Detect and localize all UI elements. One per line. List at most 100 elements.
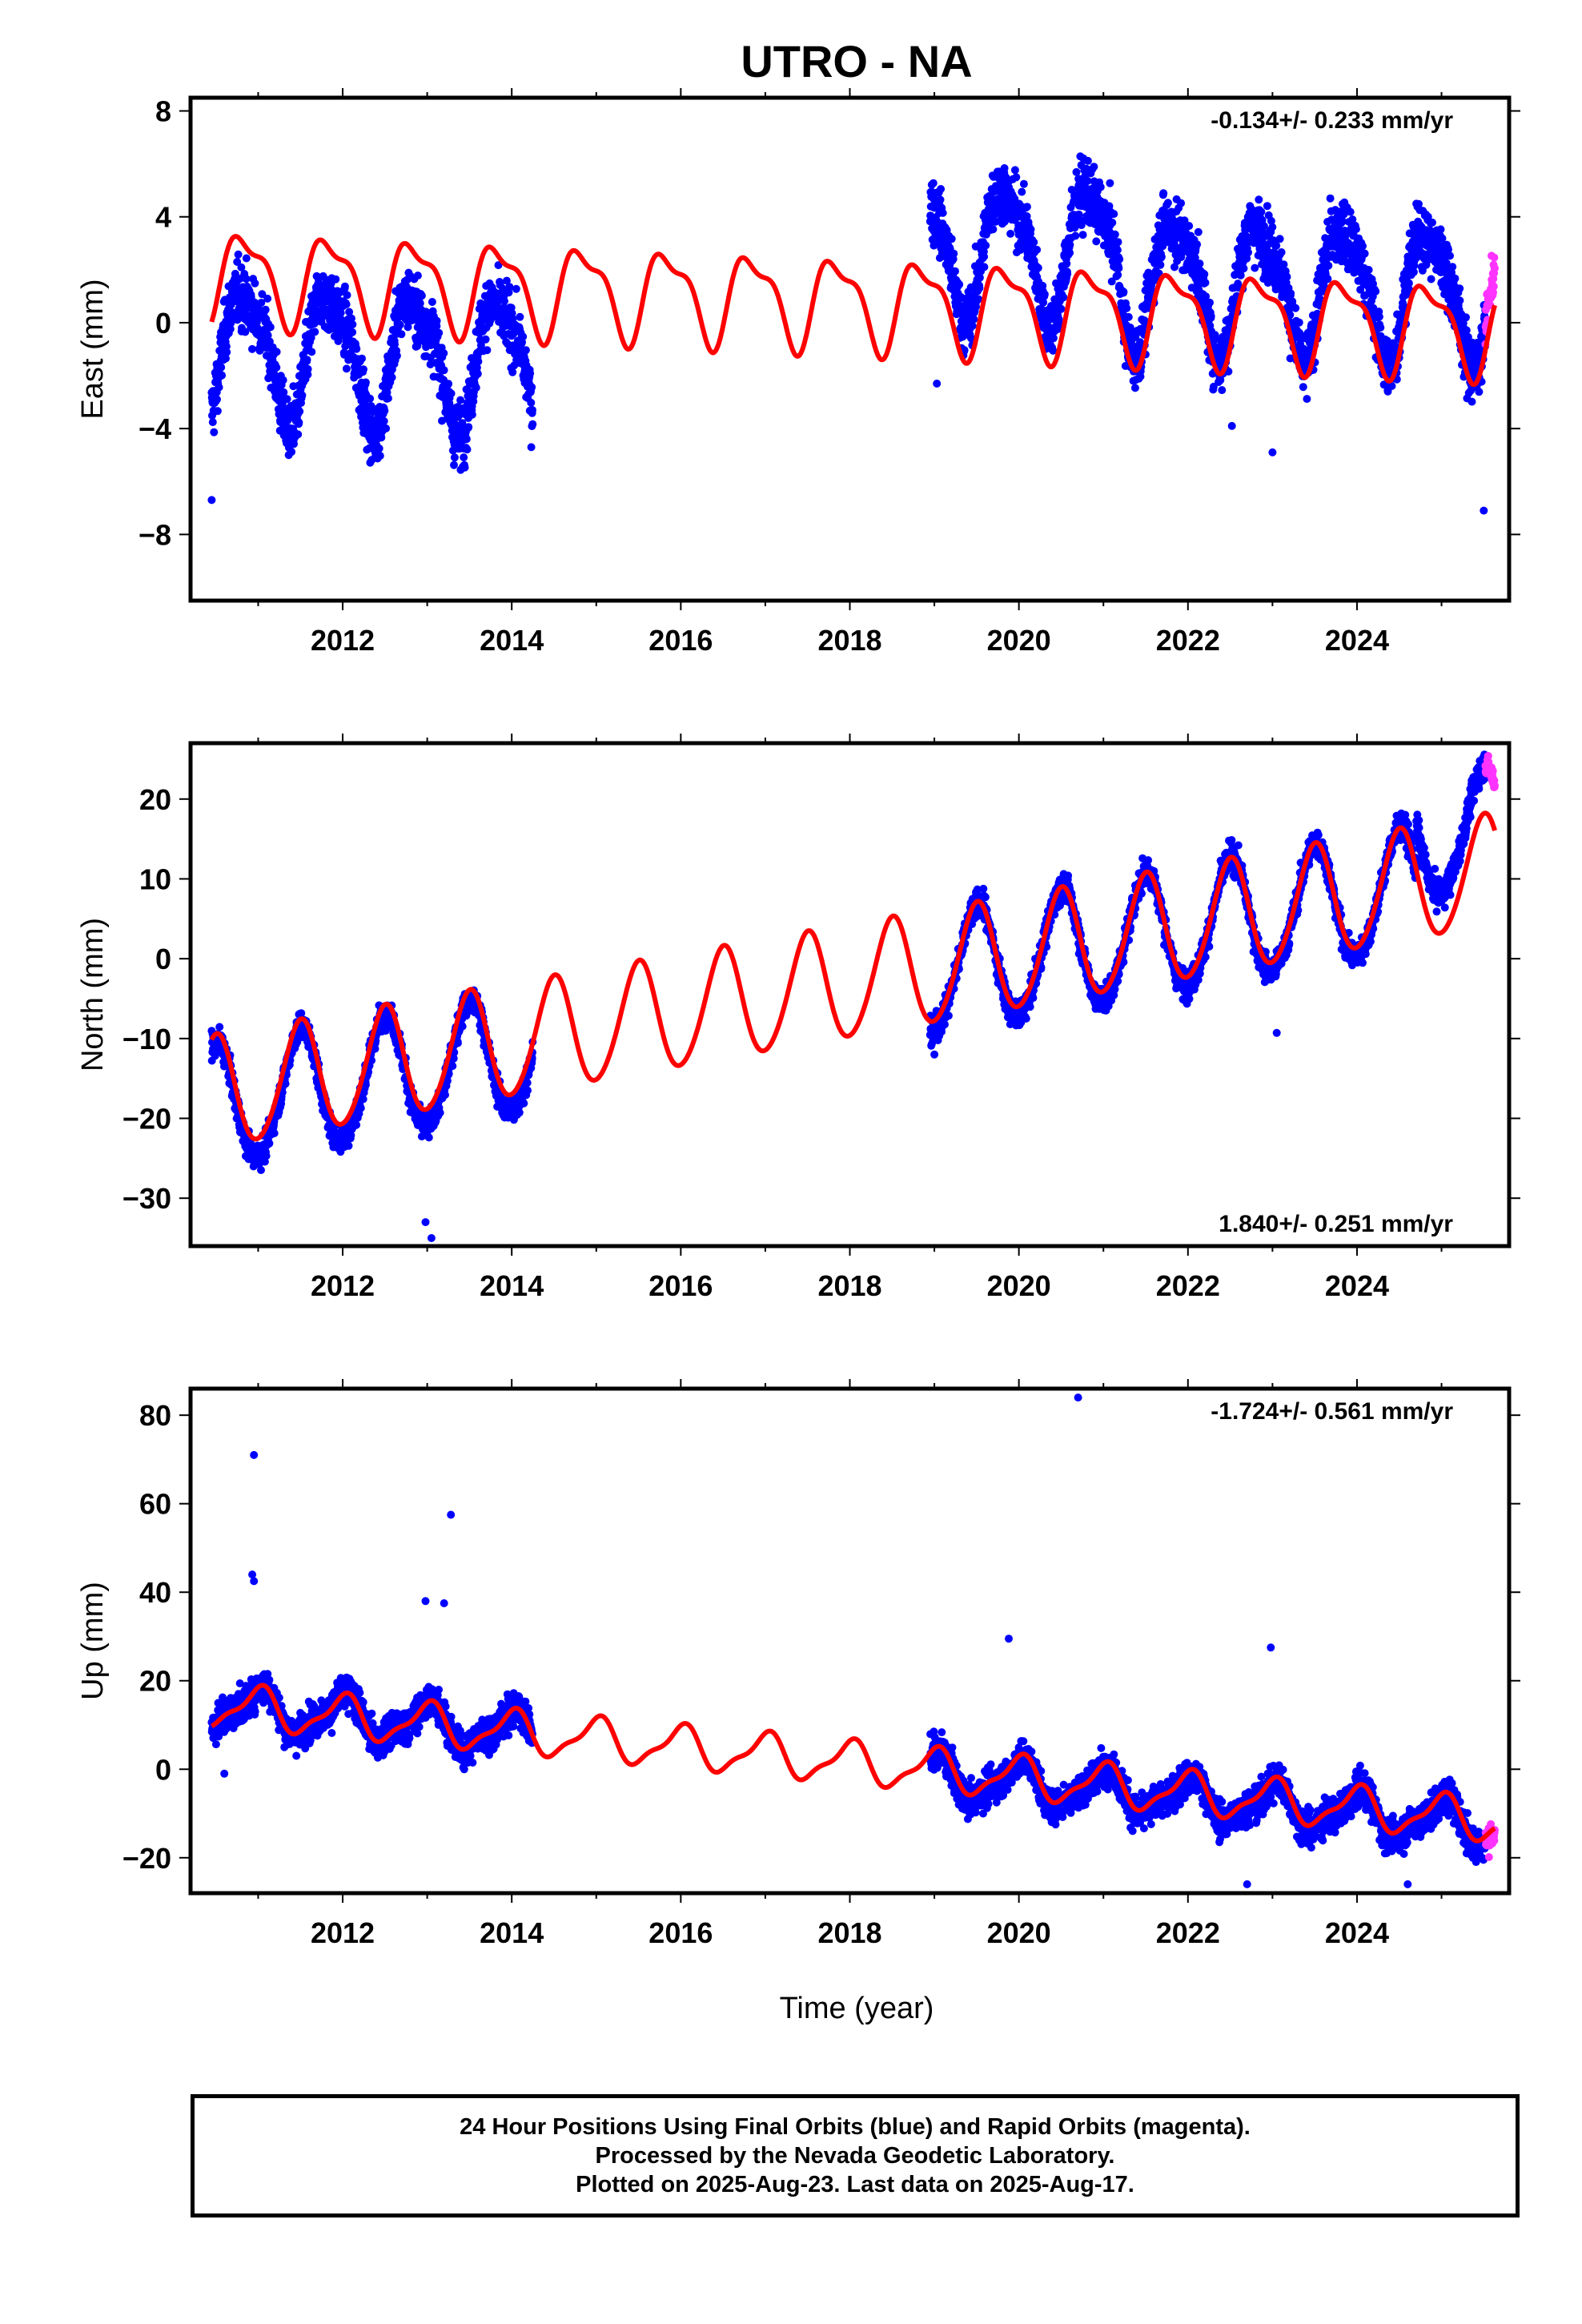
data-point <box>342 364 351 373</box>
data-point <box>1438 234 1447 243</box>
data-point <box>441 1091 449 1100</box>
data-point <box>950 249 958 258</box>
data-point <box>279 388 288 396</box>
data-point <box>342 300 351 308</box>
data-point <box>1291 304 1300 312</box>
data-point <box>242 275 251 283</box>
data-point <box>263 331 272 340</box>
data-point <box>464 423 473 432</box>
data-point <box>453 1039 462 1047</box>
data-point <box>1464 332 1472 341</box>
data-point <box>345 308 354 316</box>
data-point <box>222 354 230 363</box>
data-point <box>449 1054 458 1063</box>
data-point <box>1163 199 1172 207</box>
data-point <box>1113 246 1122 255</box>
data-point <box>1218 386 1227 395</box>
data-point <box>1033 245 1042 254</box>
data-point <box>1114 263 1123 272</box>
data-point <box>391 340 399 348</box>
data-point <box>974 295 983 304</box>
model-fit-line-east <box>209 234 1497 388</box>
data-point <box>1066 240 1074 249</box>
data-point <box>416 299 424 308</box>
data-point <box>1083 156 1092 165</box>
data-point <box>383 394 392 403</box>
data-point <box>1251 263 1259 272</box>
data-point <box>340 282 349 291</box>
data-point <box>1456 296 1464 305</box>
data-point <box>1446 251 1454 260</box>
data-point <box>294 430 303 439</box>
panel-east: 2012 2014 2016 2018 2020 2022 2024840−4−8East … <box>76 88 1520 657</box>
data-point <box>297 1009 306 1018</box>
data-point <box>251 279 259 287</box>
data-point <box>519 332 528 341</box>
outlier-point <box>1268 448 1277 456</box>
data-point <box>1465 346 1473 355</box>
data-point <box>226 324 235 333</box>
data-point <box>266 323 275 332</box>
outlier-point <box>1480 506 1488 515</box>
data-point <box>502 276 511 285</box>
data-point <box>272 348 281 356</box>
data-point <box>947 235 956 243</box>
data-point <box>1157 252 1166 261</box>
data-point <box>955 280 964 289</box>
data-point <box>1207 312 1215 320</box>
data-point <box>1083 176 1092 185</box>
data-point <box>413 271 422 280</box>
data-point <box>377 433 386 442</box>
data-point <box>1022 212 1031 220</box>
data-point <box>1255 195 1263 204</box>
final-orbit-points-north <box>207 750 1490 1242</box>
data-point <box>387 373 396 382</box>
data-point <box>248 344 256 353</box>
data-point <box>512 284 520 293</box>
data-point <box>1268 223 1277 231</box>
data-point <box>213 395 221 404</box>
data-point <box>283 395 291 404</box>
data-point <box>1114 271 1122 279</box>
data-point <box>380 406 389 415</box>
data-point <box>1202 292 1211 301</box>
data-point <box>440 366 448 375</box>
data-point <box>1275 235 1284 243</box>
data-point <box>1201 279 1210 287</box>
data-point <box>1040 290 1049 299</box>
data-point <box>1159 189 1168 198</box>
data-point <box>1243 254 1251 263</box>
data-point <box>1236 271 1245 279</box>
data-point <box>1259 222 1268 231</box>
rapid-point <box>1490 253 1499 262</box>
data-point <box>1324 261 1333 270</box>
data-point <box>1108 219 1117 227</box>
data-point <box>1323 275 1332 283</box>
data-point <box>258 290 267 299</box>
data-point <box>1200 270 1209 279</box>
data-point <box>1326 194 1335 203</box>
data-point <box>1006 229 1015 238</box>
data-point <box>1387 382 1396 390</box>
data-point <box>462 435 471 444</box>
data-point <box>500 297 508 305</box>
data-point <box>356 1104 365 1112</box>
data-point <box>404 323 412 332</box>
data-point <box>938 208 947 217</box>
data-point <box>396 320 404 329</box>
data-point <box>218 371 227 380</box>
data-point <box>456 396 465 404</box>
data-point <box>1019 179 1028 188</box>
data-point <box>970 315 978 324</box>
data-point <box>1299 383 1307 392</box>
data-point <box>1039 298 1048 307</box>
data-point <box>435 328 444 337</box>
data-point <box>215 383 223 392</box>
data-point <box>1059 293 1068 302</box>
data-point <box>1049 346 1058 355</box>
data-point <box>281 1080 290 1088</box>
data-point <box>980 252 989 261</box>
data-point <box>1000 164 1009 172</box>
data-point <box>1410 261 1419 270</box>
